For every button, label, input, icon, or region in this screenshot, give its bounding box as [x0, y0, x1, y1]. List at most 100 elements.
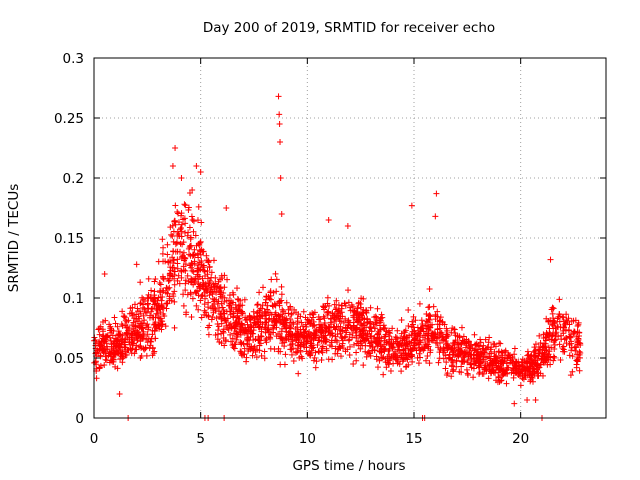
data-point	[193, 242, 200, 249]
data-point	[96, 325, 103, 332]
data-point	[332, 350, 339, 357]
data-point	[285, 333, 292, 340]
data-point	[262, 337, 269, 344]
data-point	[329, 310, 336, 317]
data-point	[262, 308, 269, 315]
data-point	[499, 370, 506, 377]
data-point	[134, 318, 141, 325]
data-point	[357, 338, 364, 345]
data-point	[259, 302, 266, 309]
data-point	[466, 347, 473, 354]
data-point	[441, 321, 448, 328]
data-point	[224, 315, 231, 322]
data-point	[357, 300, 364, 307]
data-point	[155, 302, 162, 309]
data-point	[170, 291, 177, 298]
data-point	[170, 248, 177, 255]
data-point-outlier	[276, 111, 283, 118]
data-point	[487, 368, 494, 375]
data-point	[416, 344, 423, 351]
data-point	[350, 326, 357, 333]
data-point	[357, 304, 364, 311]
data-point	[476, 362, 483, 369]
data-point	[182, 287, 189, 294]
data-point	[303, 348, 310, 355]
data-point	[406, 340, 413, 347]
data-point	[347, 343, 354, 350]
data-point	[218, 320, 225, 327]
data-point	[220, 334, 227, 341]
data-point	[97, 343, 104, 350]
data-point	[124, 335, 131, 342]
data-point	[464, 357, 471, 364]
data-point	[149, 352, 156, 359]
data-point	[429, 337, 436, 344]
data-point	[134, 305, 141, 312]
data-point	[213, 284, 220, 291]
data-point	[240, 328, 247, 335]
data-point	[97, 362, 104, 369]
data-point	[210, 257, 217, 264]
data-point	[448, 373, 455, 380]
data-point	[448, 329, 455, 336]
data-point	[414, 333, 421, 340]
data-point	[482, 336, 489, 343]
data-point	[461, 353, 468, 360]
data-point	[513, 359, 520, 366]
data-point	[136, 331, 143, 338]
data-point	[191, 258, 198, 265]
data-point	[180, 239, 187, 246]
data-point	[569, 368, 576, 375]
data-point	[223, 322, 230, 329]
data-point	[143, 336, 150, 343]
data-point	[542, 356, 549, 363]
y-tick-label: 0.15	[54, 231, 84, 247]
data-point	[123, 318, 130, 325]
data-point	[196, 241, 203, 248]
data-point	[160, 304, 167, 311]
data-point	[410, 313, 417, 320]
data-point	[272, 270, 279, 277]
data-point	[171, 217, 178, 224]
data-point-outlier	[432, 213, 439, 220]
data-point	[178, 274, 185, 281]
data-point	[551, 345, 558, 352]
data-point	[247, 346, 254, 353]
data-point	[137, 279, 144, 286]
data-point	[346, 304, 353, 311]
data-point	[221, 272, 228, 279]
data-point	[509, 367, 516, 374]
data-point	[196, 283, 203, 290]
data-point	[228, 338, 235, 345]
data-point	[550, 325, 557, 332]
data-point	[401, 333, 408, 340]
data-point	[372, 319, 379, 326]
data-point	[306, 334, 313, 341]
data-point	[131, 315, 138, 322]
data-point	[133, 311, 140, 318]
data-point	[440, 355, 447, 362]
data-point	[303, 323, 310, 330]
data-point	[302, 314, 309, 321]
data-point	[254, 302, 261, 309]
data-point	[556, 318, 563, 325]
data-point	[201, 307, 208, 314]
data-point	[436, 325, 443, 332]
data-point	[483, 354, 490, 361]
data-point	[253, 316, 260, 323]
data-point	[209, 305, 216, 312]
data-point	[254, 310, 261, 317]
data-point	[456, 333, 463, 340]
data-point	[546, 336, 553, 343]
data-point	[549, 332, 556, 339]
data-point	[156, 325, 163, 332]
data-point	[480, 356, 487, 363]
data-point	[264, 302, 271, 309]
data-point	[190, 268, 197, 275]
data-point	[432, 313, 439, 320]
data-point	[444, 340, 451, 347]
data-point	[378, 348, 385, 355]
data-point	[492, 343, 499, 350]
data-point	[490, 340, 497, 347]
